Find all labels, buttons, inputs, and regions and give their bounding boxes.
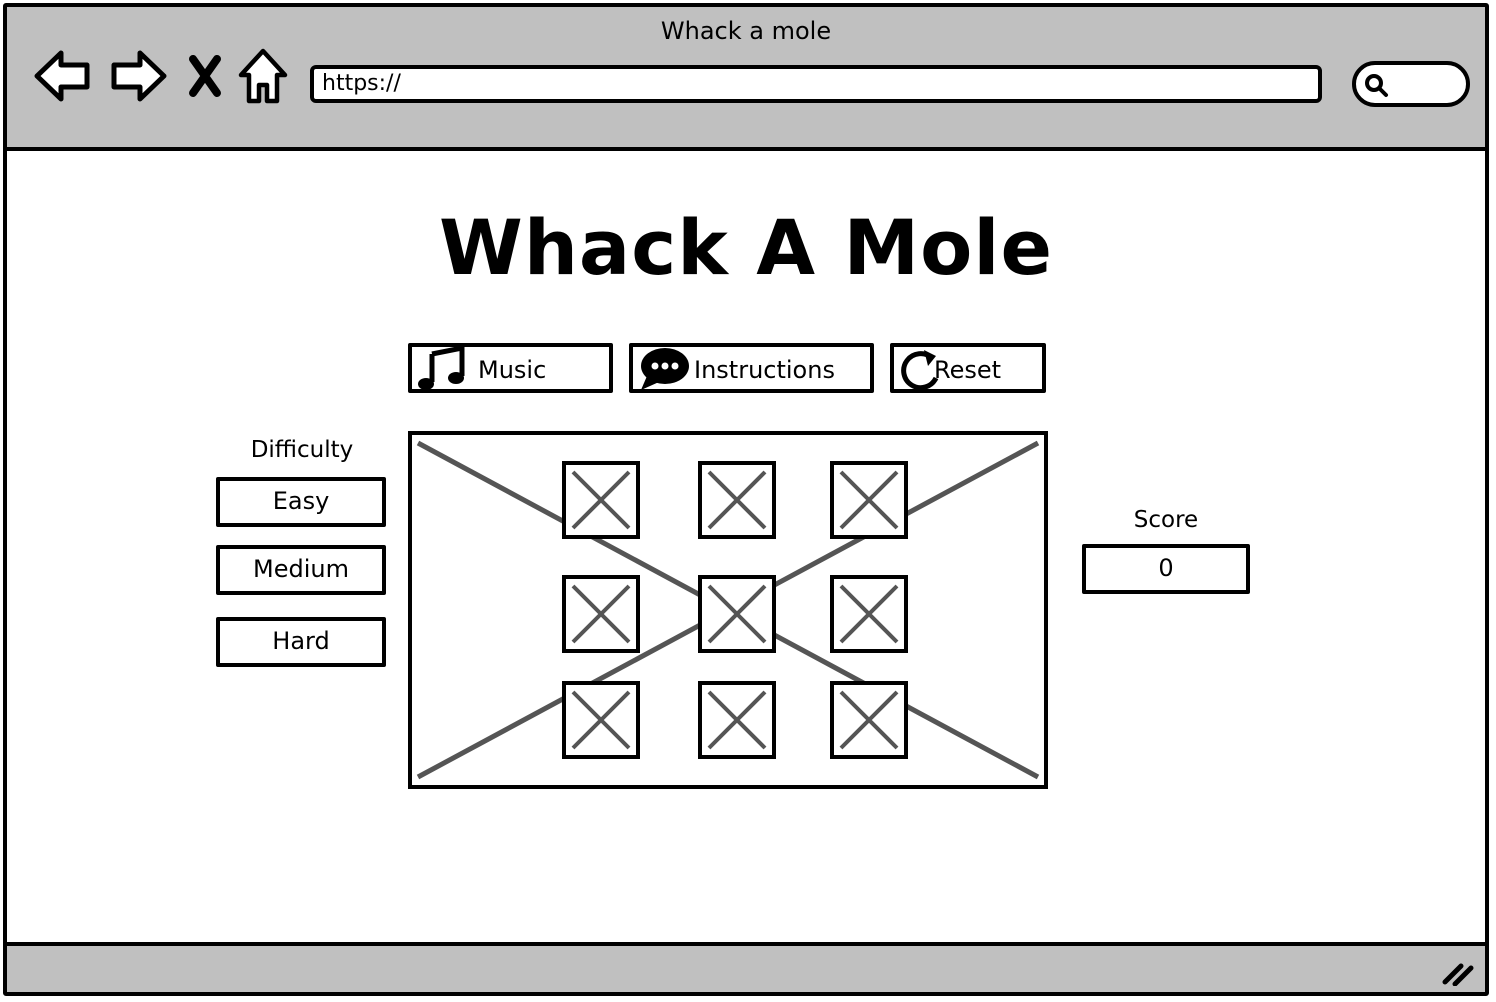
- reset-button-label: Reset: [934, 356, 1002, 384]
- home-icon[interactable]: [237, 47, 289, 105]
- score-label: Score: [1133, 507, 1199, 533]
- browser-titlebar: Whack a mole https://: [7, 7, 1485, 151]
- close-x-icon[interactable]: [187, 53, 223, 99]
- mole-hole-2[interactable]: [698, 461, 776, 539]
- browser-statusbar: [7, 942, 1485, 992]
- mole-hole-3[interactable]: [830, 461, 908, 539]
- mole-hole-5[interactable]: [698, 575, 776, 653]
- mole-hole-6[interactable]: [830, 575, 908, 653]
- mole-image-placeholder-icon: [571, 470, 631, 530]
- back-arrow-icon[interactable]: [33, 47, 93, 105]
- music-button[interactable]: Music: [408, 343, 613, 393]
- speech-bubble-icon: [641, 348, 689, 390]
- mole-image-placeholder-icon: [839, 470, 899, 530]
- mole-image-placeholder-icon: [571, 584, 631, 644]
- mole-hole-7[interactable]: [562, 681, 640, 759]
- difficulty-easy-button[interactable]: Easy: [216, 477, 386, 527]
- instructions-button-label: Instructions: [694, 356, 835, 384]
- music-button-label: Music: [478, 356, 547, 384]
- browser-window: Whack a mole https:// Whack A Mole: [3, 3, 1489, 996]
- reset-button[interactable]: Reset: [890, 343, 1046, 393]
- score-value: 0: [1082, 544, 1250, 594]
- search-icon: [1365, 74, 1388, 97]
- forward-arrow-icon[interactable]: [108, 47, 168, 105]
- resize-grip-icon[interactable]: [1441, 960, 1475, 986]
- mole-image-placeholder-icon: [707, 584, 767, 644]
- difficulty-hard-button[interactable]: Hard: [216, 617, 386, 667]
- difficulty-label: Difficulty: [250, 437, 354, 463]
- mole-image-placeholder-icon: [839, 584, 899, 644]
- mole-hole-1[interactable]: [562, 461, 640, 539]
- mole-image-placeholder-icon: [707, 470, 767, 530]
- instructions-button[interactable]: Instructions: [629, 343, 874, 393]
- window-title: Whack a mole: [660, 17, 832, 45]
- mole-hole-9[interactable]: [830, 681, 908, 759]
- music-note-icon: [418, 346, 465, 390]
- url-input[interactable]: https://: [310, 65, 1322, 103]
- game-board: [408, 431, 1048, 789]
- refresh-icon: [901, 350, 939, 391]
- mole-image-placeholder-icon: [839, 690, 899, 750]
- mole-hole-4[interactable]: [562, 575, 640, 653]
- browser-search-field[interactable]: [1352, 61, 1470, 107]
- mole-hole-8[interactable]: [698, 681, 776, 759]
- page-title: Whack A Mole: [439, 203, 1053, 292]
- mole-image-placeholder-icon: [707, 690, 767, 750]
- difficulty-medium-button[interactable]: Medium: [216, 545, 386, 595]
- mole-image-placeholder-icon: [571, 690, 631, 750]
